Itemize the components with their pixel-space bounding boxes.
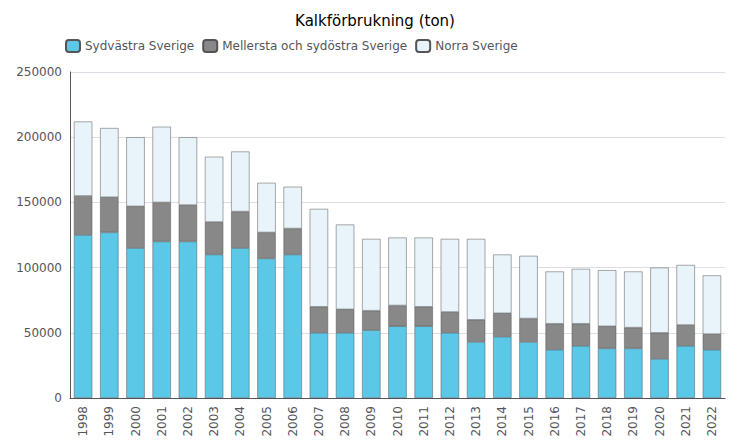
svg-text:2019: 2019 — [626, 406, 640, 437]
svg-text:2000: 2000 — [129, 406, 143, 437]
svg-text:250000: 250000 — [16, 65, 62, 79]
svg-text:2002: 2002 — [181, 406, 195, 437]
svg-text:2006: 2006 — [286, 406, 300, 437]
svg-text:150000: 150000 — [16, 195, 62, 209]
svg-text:2015: 2015 — [522, 406, 536, 437]
svg-text:2007: 2007 — [312, 406, 326, 437]
svg-text:2003: 2003 — [207, 406, 221, 437]
svg-text:2012: 2012 — [443, 406, 457, 437]
svg-text:2008: 2008 — [338, 406, 352, 437]
svg-text:200000: 200000 — [16, 130, 62, 144]
svg-text:1998: 1998 — [76, 406, 90, 437]
svg-text:2021: 2021 — [679, 406, 693, 437]
svg-text:2010: 2010 — [391, 406, 405, 437]
svg-text:2018: 2018 — [600, 406, 614, 437]
svg-text:50000: 50000 — [24, 326, 62, 340]
svg-text:2013: 2013 — [469, 406, 483, 437]
svg-text:2001: 2001 — [155, 406, 169, 437]
svg-text:100000: 100000 — [16, 261, 62, 275]
svg-text:Kalkförbrukning (ton): Kalkförbrukning (ton) — [295, 12, 455, 30]
svg-text:2004: 2004 — [233, 406, 247, 437]
svg-text:2022: 2022 — [705, 406, 719, 437]
svg-text:2016: 2016 — [548, 406, 562, 437]
svg-text:2011: 2011 — [417, 406, 431, 437]
svg-text:2009: 2009 — [364, 406, 378, 437]
svg-text:2017: 2017 — [574, 406, 588, 437]
svg-text:2020: 2020 — [653, 406, 667, 437]
svg-text:2014: 2014 — [495, 406, 509, 437]
svg-text:Mellersta och sydöstra Sverige: Mellersta och sydöstra Sverige — [222, 39, 407, 53]
svg-text:1999: 1999 — [102, 406, 116, 437]
svg-text:2005: 2005 — [260, 406, 274, 437]
svg-text:Norra Sverige: Norra Sverige — [435, 39, 518, 53]
svg-text:Sydvästra Sverige: Sydvästra Sverige — [85, 39, 194, 53]
svg-text:0: 0 — [54, 391, 62, 405]
